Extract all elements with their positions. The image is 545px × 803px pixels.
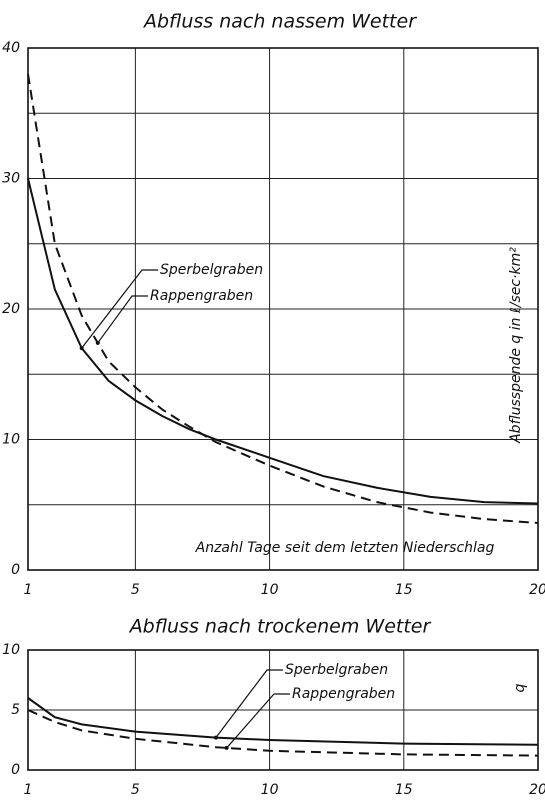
line-series	[27, 697, 539, 746]
y-tick-label: 0	[11, 762, 20, 778]
y-tick-label: 10	[2, 432, 20, 448]
legend-label: Sperbelgraben	[160, 262, 263, 278]
legend-arrow	[97, 295, 148, 344]
y-axis-label: Abflusspende q in ℓ/sec·km²	[508, 247, 524, 444]
chart-title: Abfluss nach nassem Wetter	[142, 11, 417, 33]
x-tick-label: 20	[529, 782, 545, 798]
y-tick-label: 30	[2, 171, 20, 187]
y-axis-label: q	[512, 683, 528, 692]
y-tick-label: 10	[2, 642, 20, 658]
legend-arrow	[81, 269, 158, 349]
line-series	[27, 73, 539, 525]
line-series	[27, 178, 539, 505]
x-tick-label: 1	[24, 782, 33, 798]
legend-arrowhead	[213, 735, 218, 740]
x-tick-label: 20	[529, 582, 545, 598]
chart-title: Abfluss nach trockenem Wetter	[128, 616, 432, 638]
line-series	[27, 709, 539, 757]
x-tick-label: 10	[261, 582, 279, 598]
legend-arrowhead	[79, 346, 84, 351]
legend-label: Rappengraben	[292, 686, 395, 702]
legend-label: Rappengraben	[150, 288, 253, 304]
y-tick-label: 5	[11, 702, 20, 718]
x-tick-label: 15	[395, 582, 413, 598]
legend-label: Sperbelgraben	[285, 662, 388, 678]
y-tick-label: 0	[11, 562, 20, 578]
y-tick-label: 20	[2, 301, 20, 317]
y-tick-label: 40	[2, 40, 20, 56]
x-tick-label: 10	[261, 782, 279, 798]
legend-arrowhead	[224, 745, 229, 750]
plot-frame	[27, 47, 539, 571]
legend-arrowhead	[95, 340, 100, 345]
x-axis-label: Anzahl Tage seit dem letzten Niederschla…	[195, 540, 495, 556]
legend-arrow	[215, 669, 283, 738]
x-tick-label: 15	[395, 782, 413, 798]
x-tick-label: 5	[131, 782, 140, 798]
legend-arrow	[226, 693, 290, 749]
x-tick-label: 1	[24, 582, 33, 598]
x-tick-label: 5	[131, 582, 140, 598]
